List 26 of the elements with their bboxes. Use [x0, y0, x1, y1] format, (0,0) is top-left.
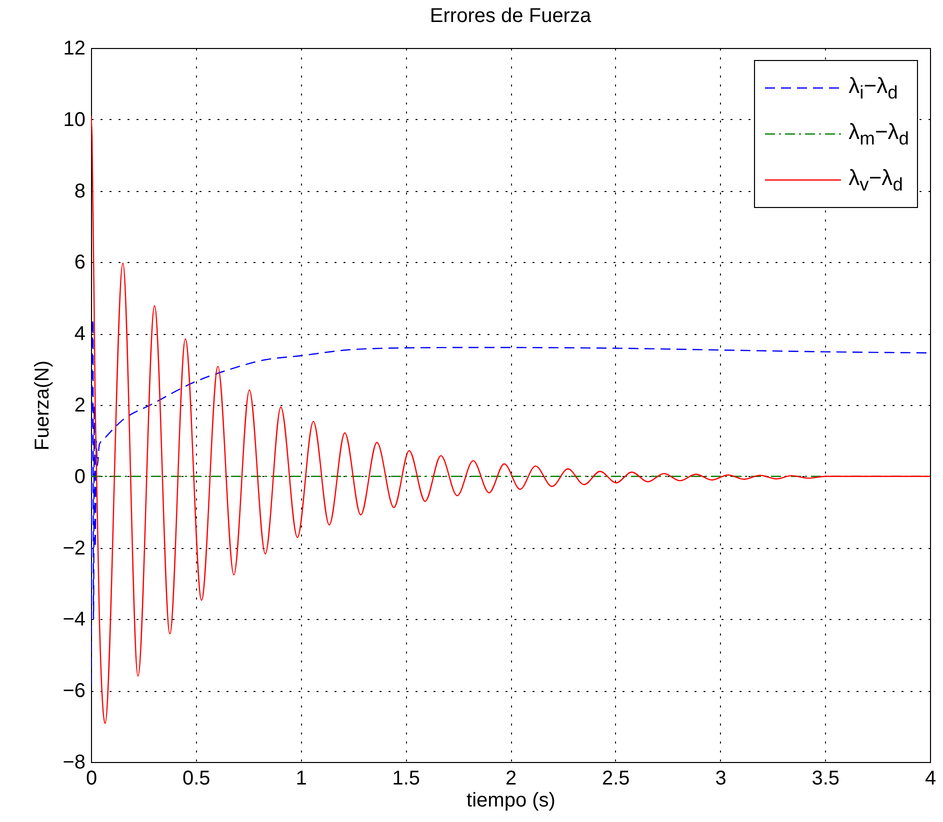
- x-tick-label: 3.5: [812, 768, 840, 790]
- line-series: [91, 115, 930, 724]
- y-tick-label: 10: [63, 108, 86, 131]
- x-tick-label: 2.5: [602, 768, 630, 790]
- y-tick-label: 2: [74, 394, 86, 416]
- legend-label: λ$_{i}$−λ$_{d}$: [848, 72, 898, 104]
- y-tick-label: 12: [63, 38, 86, 60]
- y-axis-title: Fuerza(N): [32, 360, 54, 451]
- y-tick-label: 0: [74, 466, 86, 488]
- x-tick-label: 4: [924, 768, 936, 790]
- y-tick-label: 6: [74, 252, 86, 274]
- x-tick-label: 3: [715, 768, 726, 790]
- x-tick-label: 1.5: [392, 768, 420, 790]
- x-tick-label: 2: [505, 768, 517, 790]
- y-tick-label: 4: [74, 323, 86, 346]
- legend-label: λ$_{v}$−λ$_{d}$: [848, 164, 903, 196]
- x-tick-label: 0.5: [182, 768, 210, 790]
- x-tick-label: 1: [296, 768, 307, 790]
- y-tick-label: −2: [62, 537, 86, 560]
- legend-label: λ$_{m}$−λ$_{d}$: [848, 118, 909, 150]
- y-tick-label: −6: [62, 680, 86, 702]
- y-tick-label: −4: [62, 608, 86, 631]
- y-tick-label: −8: [62, 752, 86, 774]
- chart-title: Errores de Fuerza: [430, 5, 592, 27]
- y-tick-label: 8: [74, 180, 86, 202]
- x-axis-title: tiempo (s): [466, 790, 556, 812]
